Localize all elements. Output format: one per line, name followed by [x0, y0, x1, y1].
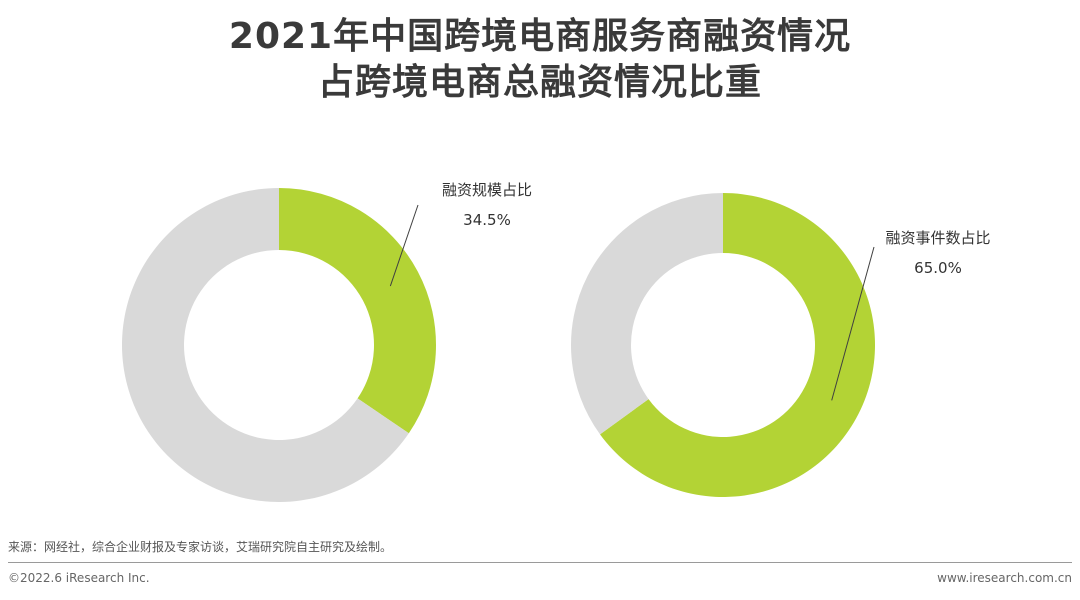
slice-label: 融资规模占比 [442, 181, 532, 199]
copyright: ©2022.6 iResearch Inc. [8, 571, 150, 585]
donut-slice-highlight [279, 188, 437, 434]
leader-line [831, 246, 875, 401]
donut-slice-remainder [122, 188, 409, 502]
slice-label: 融资事件数占比 [885, 229, 990, 247]
slice-value-label: 34.5% [463, 211, 511, 229]
title-line-2: 占跨境电商总融资情况比重 [317, 62, 762, 103]
footer-divider [8, 562, 1072, 563]
slice-value-label: 65.0% [914, 259, 962, 277]
donut-chart-financing-scale: 融资规模占比 34.5% [122, 181, 532, 502]
source-note: 来源：网经社，综合企业财报及专家访谈，艾瑞研究院自主研究及绘制。 [8, 540, 393, 554]
donut-slice-highlight [600, 193, 875, 497]
donut-charts: 融资规模占比 34.5% 融资事件数占比 65.0% [122, 181, 991, 502]
page-title: 2021年中国跨境电商服务商融资情况 占跨境电商总融资情况比重 [0, 14, 1080, 106]
website-link[interactable]: www.iresearch.com.cn [937, 571, 1072, 585]
donut-slice-remainder [571, 193, 723, 435]
leader-line [389, 204, 419, 287]
donut-chart-financing-events: 融资事件数占比 65.0% [571, 193, 991, 497]
title-line-1: 2021年中国跨境电商服务商融资情况 [228, 16, 852, 57]
